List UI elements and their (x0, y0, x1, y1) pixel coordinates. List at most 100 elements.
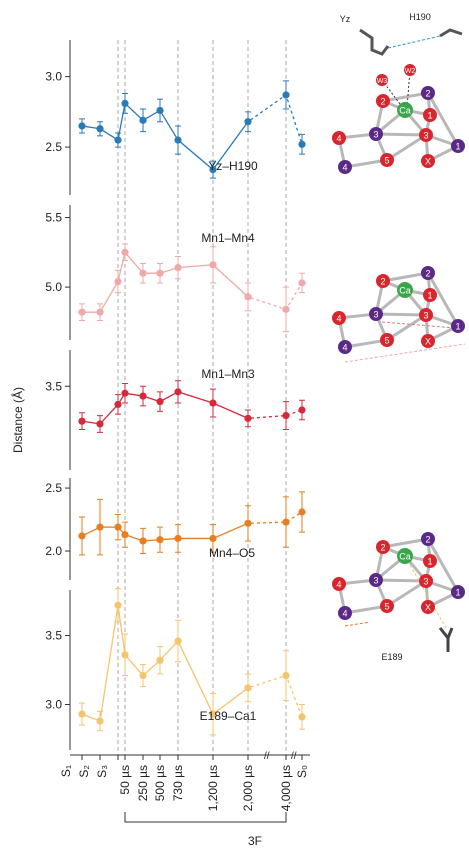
atom-label: 3 (373, 130, 378, 140)
structure-diagram: Ca 2 2 1 3 3 1 4 5 X 4 Yz H190 W3 W2 (332, 12, 465, 174)
data-point (114, 277, 122, 286)
atom (376, 94, 390, 108)
data-point (78, 532, 86, 540)
bond (382, 91, 429, 103)
data-point (139, 671, 147, 680)
data-point (96, 125, 104, 133)
atom-label: 1 (455, 142, 460, 152)
x-tick-label: S₂ (77, 765, 91, 778)
data-point (114, 523, 122, 531)
data-point (156, 106, 164, 115)
atom (338, 160, 352, 174)
atom (397, 282, 413, 298)
data-point (156, 536, 164, 544)
data-point (282, 518, 290, 526)
x-tick-label: 4,000 µs (279, 765, 293, 811)
atom (451, 585, 465, 599)
data-point (121, 651, 129, 659)
atom (421, 600, 435, 614)
data-point (298, 140, 306, 148)
atom (423, 288, 437, 302)
data-point (78, 308, 86, 316)
atom (419, 128, 433, 142)
data-point (139, 537, 147, 545)
data-point (209, 166, 217, 174)
data-point (114, 601, 122, 609)
atom-label: 2 (425, 535, 430, 545)
atom (419, 574, 433, 588)
atom (332, 577, 346, 591)
group-label: 3F (248, 834, 262, 848)
data-point (209, 399, 217, 407)
data-point (298, 713, 306, 721)
residue-label: E189 (381, 652, 402, 662)
data-point (156, 656, 164, 664)
atom (380, 153, 394, 167)
distance-arrow (381, 321, 456, 329)
x-tick-label: S₀ (295, 765, 309, 778)
atom-label: 4 (336, 580, 341, 590)
data-point (244, 414, 252, 422)
atom (451, 319, 465, 333)
data-point (139, 269, 147, 277)
atom-label: 5 (384, 336, 389, 346)
distance-arrow (344, 621, 371, 627)
bond (375, 578, 427, 583)
water (376, 74, 388, 86)
bond (386, 133, 427, 162)
atom-label: X (425, 337, 431, 347)
atom-label: 2 (425, 89, 430, 99)
structure-diagram: Ca 2 2 1 3 3 1 4 5 X 4 E189 (332, 532, 465, 662)
data-point (121, 389, 129, 397)
data-point (156, 398, 164, 406)
bond (344, 338, 388, 349)
residue-label: H190 (409, 12, 431, 22)
atom-label: 2 (425, 269, 430, 279)
data-point (244, 293, 252, 301)
atom-label: 1 (427, 111, 432, 121)
atom (397, 548, 413, 564)
atom (397, 102, 413, 118)
data-point (298, 279, 306, 287)
residue (438, 627, 454, 652)
distance-arrow (409, 564, 447, 629)
x-tick-label: 500 µs (153, 765, 167, 801)
atom (338, 340, 352, 354)
bond (344, 604, 388, 615)
data-point (174, 388, 182, 396)
data-point (298, 508, 306, 516)
series-line (81, 605, 303, 722)
y-tick-label: 5.0 (45, 280, 62, 294)
atom (369, 127, 383, 141)
atom-label: 4 (342, 163, 347, 173)
series-line (81, 391, 303, 425)
bond (426, 538, 460, 593)
atom (376, 274, 390, 288)
data-point (156, 269, 164, 277)
atom-label: 2 (380, 543, 385, 553)
data-point (282, 671, 290, 680)
y-tick-label: 2.0 (45, 544, 62, 558)
water (404, 64, 416, 76)
series-label: Mn4–O5 (209, 546, 255, 560)
axis-break: // // (264, 751, 297, 762)
data-point (244, 684, 252, 692)
atom (421, 86, 435, 100)
atom (338, 606, 352, 620)
break-mark: // (291, 751, 297, 762)
residue-label: Yz (340, 14, 351, 24)
group-bracket (124, 812, 287, 823)
data-point (78, 417, 86, 425)
atom-label: Ca (399, 286, 411, 296)
atom-label: 4 (336, 314, 341, 324)
x-tick-label: 1,200 µs (206, 765, 220, 811)
data-point (282, 91, 290, 99)
x-tick-label: S₁ (59, 765, 73, 777)
x-tick-label: S₃ (95, 765, 109, 778)
x-tick-label: 50 µs (118, 765, 132, 795)
data-point (174, 637, 182, 645)
atom (423, 108, 437, 122)
data-point (298, 406, 306, 414)
bond (386, 579, 427, 608)
atom-label: 5 (384, 602, 389, 612)
